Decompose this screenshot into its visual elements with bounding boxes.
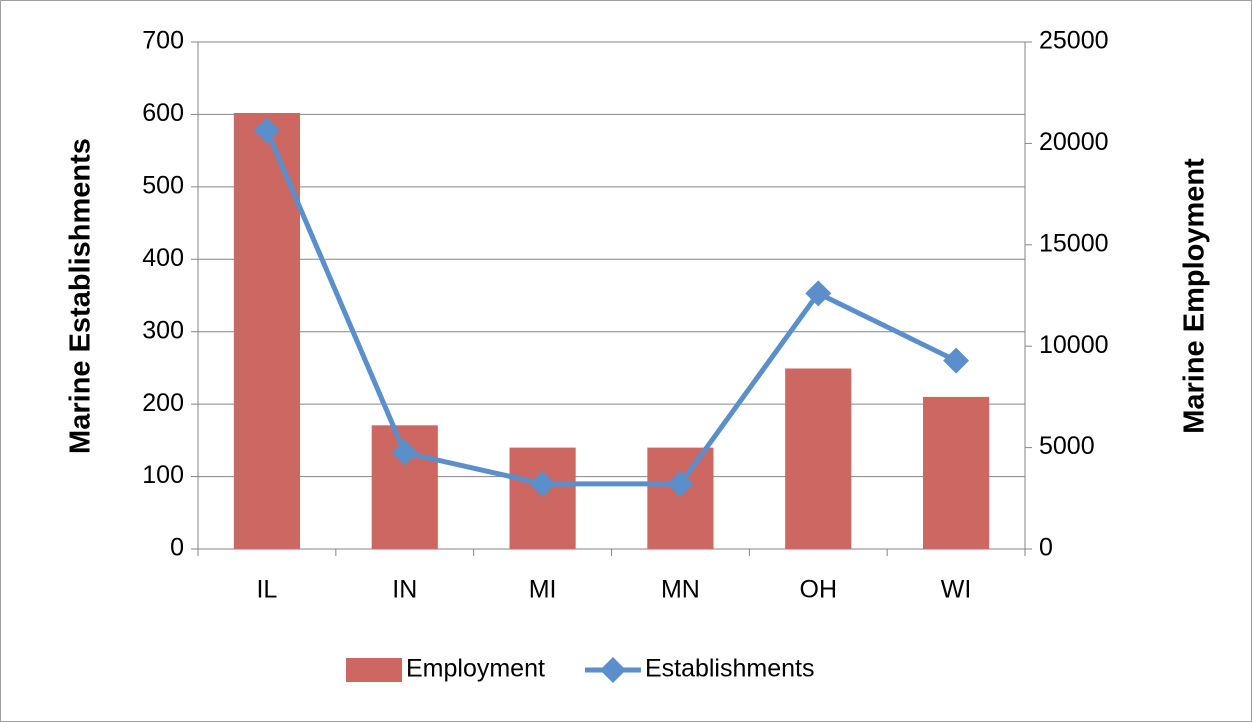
y-tick-label: 500 xyxy=(142,171,184,199)
line xyxy=(264,129,958,487)
y-tick-label: 700 xyxy=(142,27,184,55)
bar xyxy=(509,447,576,549)
legend-swatch xyxy=(346,658,402,682)
y2-tick-label: 0 xyxy=(1039,534,1053,562)
bar xyxy=(785,368,852,549)
y-tick-label: 600 xyxy=(142,99,184,127)
marker xyxy=(529,470,556,497)
y2-axis-title: Marine Employment xyxy=(1179,158,1211,434)
y2-tick-label: 5000 xyxy=(1039,432,1095,460)
y-tick-label: 200 xyxy=(142,389,184,417)
y-tick-label: 0 xyxy=(170,534,184,562)
bar xyxy=(647,447,714,549)
y-tick-label: 300 xyxy=(142,316,184,344)
y-tick-label: 100 xyxy=(142,461,184,489)
x-tick-label: IN xyxy=(392,576,417,604)
y-tick-label: 400 xyxy=(142,244,184,272)
marker xyxy=(805,280,832,307)
x-tick-label: WI xyxy=(941,576,972,604)
y2-tick-label: 25000 xyxy=(1039,27,1109,55)
marker xyxy=(253,117,280,144)
y-axis-title: Marine Establishments xyxy=(65,138,97,454)
marker xyxy=(391,439,418,466)
marker xyxy=(943,347,970,374)
legend-swatch xyxy=(599,657,626,683)
y2-tick-label: 15000 xyxy=(1039,229,1109,257)
y2-tick-label: 10000 xyxy=(1039,331,1109,359)
legend-label: Establishments xyxy=(645,655,815,683)
legend-label: Employment xyxy=(406,655,545,683)
bar xyxy=(923,396,990,549)
y2-tick-label: 20000 xyxy=(1039,128,1109,156)
x-tick-label: MN xyxy=(661,576,700,604)
x-tick-label: MI xyxy=(529,576,557,604)
x-tick-label: IL xyxy=(256,576,277,604)
marker xyxy=(667,470,694,497)
x-tick-label: OH xyxy=(800,576,838,604)
